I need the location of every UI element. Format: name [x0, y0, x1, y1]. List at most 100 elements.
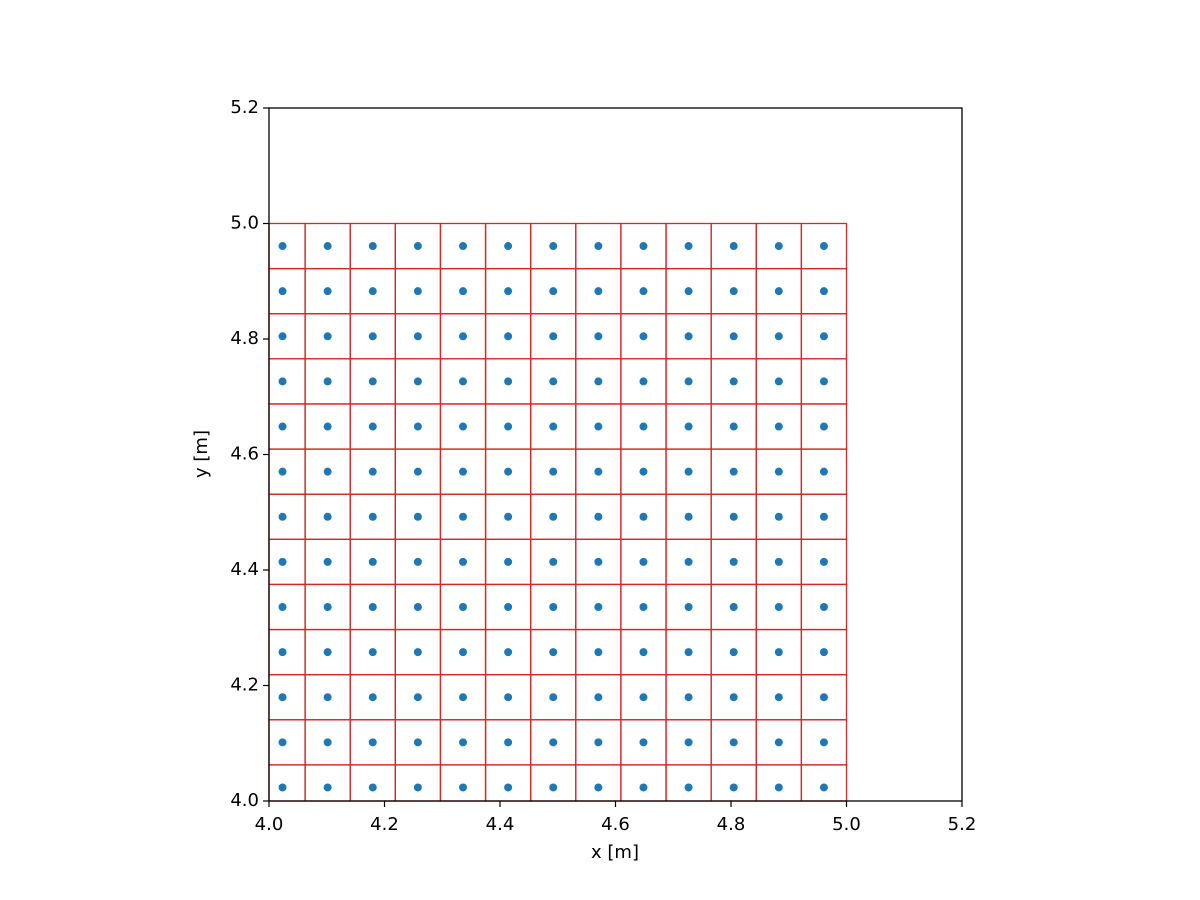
point — [278, 648, 287, 657]
point — [639, 467, 648, 476]
cell — [800, 222, 848, 270]
cell — [755, 764, 803, 802]
point — [504, 512, 513, 521]
x-tick-label: 4.6 — [601, 814, 630, 835]
point — [594, 242, 603, 251]
point — [684, 512, 693, 521]
point — [774, 512, 783, 521]
cell — [268, 764, 306, 802]
point — [278, 287, 287, 296]
point — [774, 783, 783, 792]
point — [774, 648, 783, 657]
point — [594, 332, 603, 341]
point — [278, 242, 287, 251]
point — [639, 242, 648, 251]
tick-layer: 4.0 4.2 4.4 4.6 4.8 5.0 5.2 4.0 4.2 4.4 4.6 4.8 5.0 5… — [230, 97, 976, 835]
cell — [268, 403, 306, 450]
point — [413, 332, 422, 341]
y-tick-label: 5.2 — [230, 97, 259, 118]
point — [459, 512, 468, 521]
y-tick-label: 4.8 — [230, 328, 259, 349]
point — [594, 648, 603, 657]
point — [639, 648, 648, 657]
point — [413, 648, 422, 657]
cell-layer — [268, 222, 848, 802]
point — [504, 693, 513, 702]
point — [594, 467, 603, 476]
point — [549, 377, 558, 386]
x-tick-label: 5.2 — [948, 814, 977, 835]
cell — [349, 764, 396, 802]
point — [504, 467, 513, 476]
point — [594, 602, 603, 611]
point — [278, 783, 287, 792]
cell — [530, 764, 577, 802]
point — [278, 422, 287, 431]
point — [413, 422, 422, 431]
point — [774, 377, 783, 386]
point — [774, 287, 783, 296]
point — [459, 422, 468, 431]
point — [323, 422, 332, 431]
point — [774, 602, 783, 611]
point — [729, 332, 738, 341]
point — [774, 467, 783, 476]
point — [459, 738, 468, 747]
point — [323, 602, 332, 611]
point — [729, 422, 738, 431]
point — [459, 557, 468, 566]
point-layer — [278, 242, 828, 792]
point — [774, 557, 783, 566]
point — [368, 557, 377, 566]
point — [323, 512, 332, 521]
point — [504, 648, 513, 657]
point — [413, 242, 422, 251]
point — [774, 422, 783, 431]
point — [684, 287, 693, 296]
point — [278, 332, 287, 341]
point — [413, 512, 422, 521]
point — [729, 648, 738, 657]
point — [684, 377, 693, 386]
point — [594, 693, 603, 702]
cell — [268, 538, 306, 586]
point — [729, 467, 738, 476]
cell — [268, 448, 306, 495]
point — [504, 242, 513, 251]
y-tick-label: 4.6 — [230, 444, 259, 465]
point — [504, 602, 513, 611]
y-tick-label: 4.4 — [230, 559, 259, 580]
point — [639, 332, 648, 341]
point — [413, 287, 422, 296]
point — [729, 557, 738, 566]
cell — [710, 764, 757, 802]
point — [819, 738, 828, 747]
cell — [268, 358, 306, 405]
point — [639, 377, 648, 386]
point — [368, 467, 377, 476]
point — [774, 242, 783, 251]
point — [278, 557, 287, 566]
point — [819, 512, 828, 521]
point — [594, 422, 603, 431]
point — [368, 512, 377, 521]
point — [368, 242, 377, 251]
point — [819, 648, 828, 657]
cell — [268, 719, 306, 766]
point — [549, 467, 558, 476]
point — [684, 242, 693, 251]
point — [323, 467, 332, 476]
y-tick-label: 4.2 — [230, 675, 259, 696]
point — [684, 332, 693, 341]
point — [639, 738, 648, 747]
point — [684, 467, 693, 476]
point — [774, 332, 783, 341]
point — [278, 693, 287, 702]
point — [729, 512, 738, 521]
point — [504, 287, 513, 296]
x-axis-label: x [m] — [591, 842, 639, 863]
point — [729, 693, 738, 702]
point — [323, 783, 332, 792]
